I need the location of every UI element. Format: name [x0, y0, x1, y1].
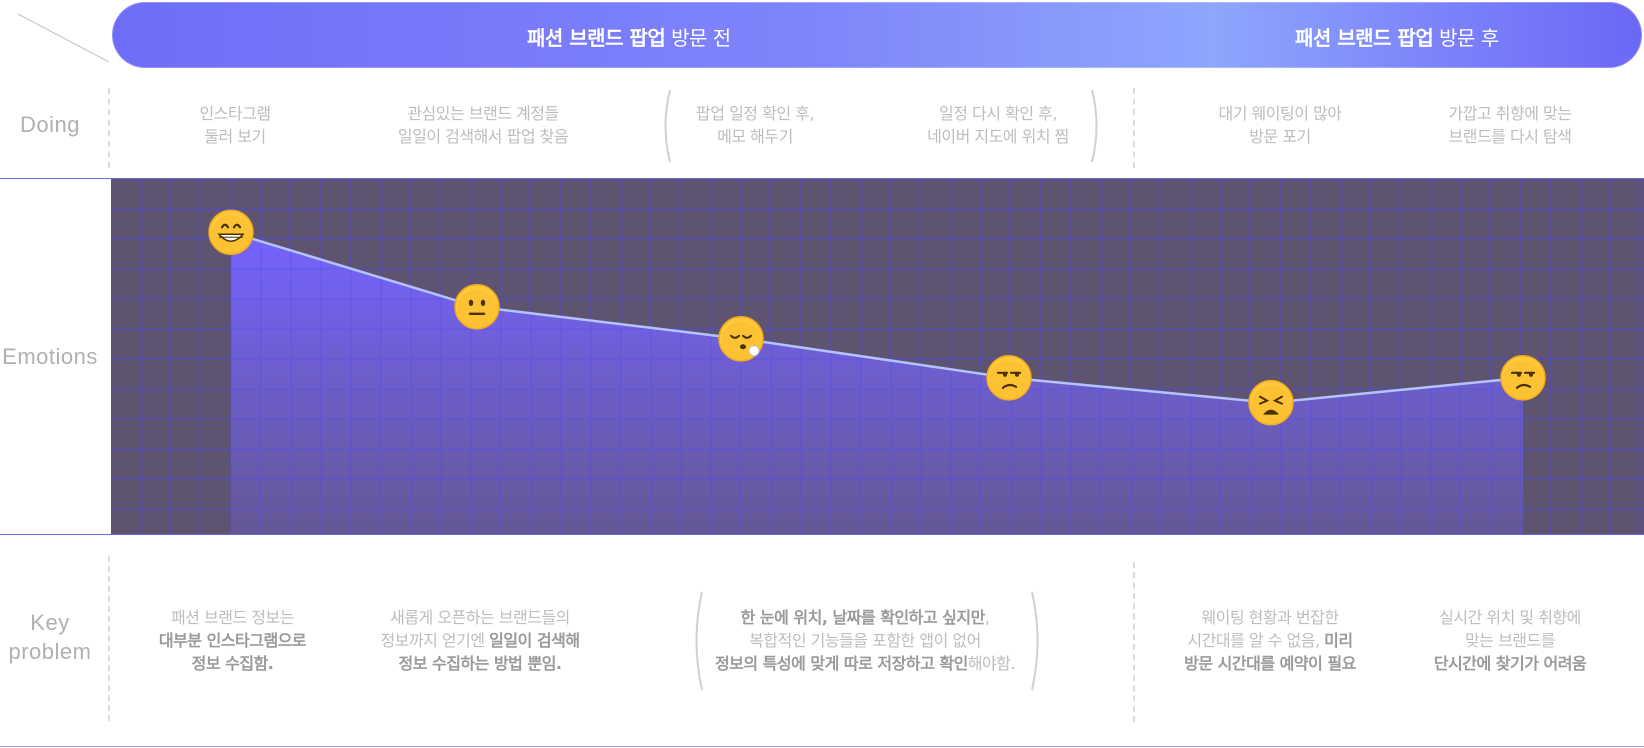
emotions-bottom-border	[0, 534, 1644, 535]
unamused-face-icon	[986, 355, 1032, 401]
doing-divider-left	[108, 88, 110, 168]
journey-phase-header	[112, 2, 1642, 68]
doing-step-6: 가깝고 취향에 맞는 브랜드를 다시 탐색	[1448, 104, 1572, 146]
corner-diagonal-divider	[17, 13, 110, 63]
emotion-curve-chart	[111, 179, 1644, 534]
key-problem-text: 해야함.	[967, 654, 1016, 673]
grinning-face-icon	[208, 209, 254, 256]
key-problem-3: 한 눈에 위치, 날짜를 확인하고 싶지만, 복합적인 기능들을 포함한 앱이 …	[700, 606, 1030, 675]
key-problem-4: 웨이팅 현황과 번잡한 시간대를 알 수 없음, 미리 방문 시간대를 예약이 …	[1170, 606, 1370, 675]
key-problem-emphasis: 단시간에 찾기가 어려움	[1433, 654, 1587, 673]
doing-step-5: 대기 웨이팅이 많아 방문 포기	[1218, 104, 1342, 146]
row-label-key-problem: Key problem	[8, 610, 92, 664]
problem-divider-right	[1133, 562, 1135, 722]
row-label-doing: Doing	[20, 112, 80, 137]
problem-bracket-left	[695, 591, 703, 691]
key-problem-emphasis: 한 눈에 위치, 날짜를 확인하고 싶지만	[740, 608, 986, 627]
neutral-face-icon	[454, 284, 500, 330]
key-problem-1: 패션 브랜드 정보는 대부분 인스타그램으로 정보 수집함.	[140, 606, 325, 675]
doing-bracket-right	[1091, 89, 1098, 163]
phase-before-label: 패션 브랜드 팝업 방문 전	[527, 26, 731, 50]
key-problem-emphasis: 정보의 특성에 맞게 따로 저장하고 확인	[714, 654, 968, 673]
doing-divider-right	[1133, 88, 1135, 168]
doing-bracket-left	[664, 89, 671, 163]
key-problem-text: 패션 브랜드 정보는	[171, 608, 294, 627]
doing-step-3: 팝업 일정 확인 후, 메모 해두기	[696, 104, 814, 146]
row-label-emotions: Emotions	[2, 344, 98, 369]
problem-bracket-right	[1031, 591, 1039, 691]
doing-step-1: 인스타그램 둘러 보기	[199, 104, 271, 146]
phase-after-label: 패션 브랜드 팝업 방문 후	[1295, 26, 1499, 50]
key-problem-text: 실시간 위치 및 취향에 맞는 브랜드를	[1439, 608, 1581, 650]
key-problem-text: , 복합적인 기능들을 포함한 앱이 없어	[749, 608, 990, 650]
key-problem-text: 새롭게 오픈하는 브랜드들의 정보까지 얻기엔	[380, 608, 570, 650]
emotion-line	[230, 231, 1524, 404]
unamused-face-icon	[1500, 355, 1546, 401]
key-problem-emphasis: 대부분 인스타그램으로 정보 수집함.	[158, 631, 307, 673]
chart-grid-overlay	[111, 179, 1644, 534]
key-problem-emphasis: 미리 방문 시간대를 예약이 필요	[1184, 631, 1356, 673]
problem-divider-left	[108, 556, 110, 721]
key-problem-2: 새롭게 오픈하는 브랜드들의 정보까지 얻기엔 일일이 검색해 정보 수집하는 …	[360, 606, 600, 675]
key-problem-text: 웨이팅 현황과 번잡한 시간대를 알 수 없음,	[1187, 608, 1339, 650]
emotion-area	[231, 232, 1523, 534]
face-exhaling-icon	[718, 316, 764, 362]
bottom-border	[0, 746, 1644, 747]
weary-face-icon	[1248, 379, 1294, 426]
emotions-top-border	[0, 178, 1644, 179]
doing-step-4: 일정 다시 확인 후, 네이버 지도에 위치 찜	[927, 104, 1069, 146]
emotion-markers	[208, 209, 1546, 426]
key-problem-5: 실시간 위치 및 취향에 맞는 브랜드를 단시간에 찾기가 어려움	[1410, 606, 1610, 675]
doing-step-2: 관심있는 브랜드 계정들 일일이 검색해서 팝업 찾음	[397, 104, 569, 146]
key-problem-emphasis: 일일이 검색해 정보 수집하는 방법 뿐임.	[398, 631, 581, 673]
